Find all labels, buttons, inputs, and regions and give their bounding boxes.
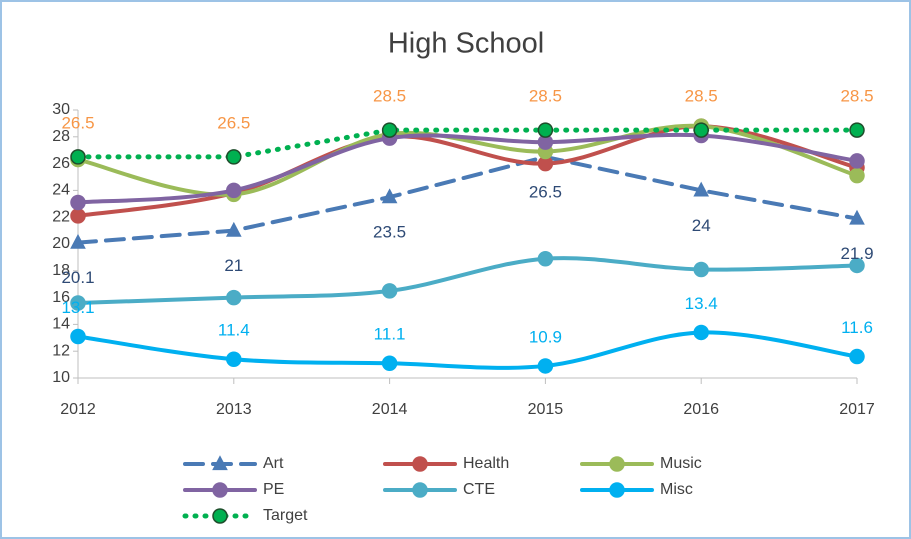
- series-line: [76, 330, 859, 370]
- data-label: 26.5: [217, 113, 250, 132]
- y-tick-label: 22: [52, 208, 70, 225]
- y-tick-label: 12: [52, 342, 70, 359]
- data-label: 24: [692, 216, 711, 235]
- y-tick-label: 30: [52, 101, 70, 118]
- y-tick-label: 20: [52, 235, 70, 252]
- marker: [226, 149, 242, 165]
- data-label: 11.4: [218, 321, 250, 340]
- marker: [381, 188, 398, 204]
- marker: [70, 295, 86, 311]
- data-label: 13.4: [685, 294, 718, 313]
- marker: [70, 233, 86, 249]
- legend-label: Health: [463, 455, 509, 472]
- legend-label: Target: [263, 507, 308, 524]
- y-tick-label: 28: [52, 128, 70, 145]
- marker: [849, 209, 865, 225]
- legend-marker: [412, 482, 428, 498]
- data-label: 28.5: [529, 87, 562, 106]
- marker: [226, 351, 242, 367]
- data-label: 21: [224, 256, 243, 275]
- marker: [849, 257, 865, 274]
- marker: [226, 289, 242, 306]
- x-tick-label: 2012: [60, 401, 96, 418]
- y-tick-label: 24: [52, 182, 70, 199]
- legend-marker: [212, 455, 228, 471]
- marker: [537, 250, 554, 267]
- series-line: [76, 154, 859, 245]
- data-label: 10.9: [529, 327, 562, 346]
- marker: [70, 149, 86, 165]
- data-label: 26.5: [61, 113, 94, 132]
- marker: [381, 122, 398, 138]
- data-label: 28.5: [373, 87, 406, 106]
- legend-marker: [212, 482, 228, 498]
- data-label: 26.5: [529, 182, 562, 201]
- marker: [381, 355, 398, 372]
- legend-label: CTE: [463, 481, 495, 498]
- legend-label: Music: [660, 455, 702, 472]
- marker: [537, 358, 554, 374]
- y-tick-label: 18: [52, 262, 70, 279]
- marker: [381, 283, 398, 299]
- y-tick-label: 26: [52, 155, 70, 172]
- series-line: [76, 132, 859, 205]
- x-tick-label: 2015: [528, 401, 564, 418]
- marker: [693, 122, 709, 138]
- marker: [225, 221, 242, 237]
- marker: [226, 182, 242, 199]
- marker: [693, 261, 709, 278]
- data-label: 11.6: [841, 318, 873, 337]
- legend-marker: [412, 456, 428, 472]
- legend-marker: [609, 482, 625, 498]
- marker: [849, 153, 865, 169]
- marker: [693, 324, 709, 341]
- marker: [537, 122, 554, 138]
- legend-marker: [609, 456, 625, 472]
- x-tick-label: 2014: [372, 401, 408, 418]
- series-line: [75, 127, 860, 160]
- y-tick-label: 10: [52, 369, 70, 386]
- y-tick-label: 14: [52, 316, 70, 333]
- x-tick-label: 2016: [683, 401, 719, 418]
- marker: [849, 167, 865, 184]
- x-tick-label: 2013: [216, 401, 252, 418]
- data-label: 13.1: [61, 298, 94, 317]
- data-label: 21.9: [840, 244, 873, 263]
- legend-label: PE: [263, 481, 284, 498]
- data-label: 11.1: [374, 325, 406, 344]
- data-label: 28.5: [840, 87, 873, 106]
- marker: [849, 348, 865, 365]
- marker: [693, 181, 710, 197]
- y-tick-label: 16: [52, 289, 70, 306]
- legend-label: Art: [263, 455, 284, 472]
- chart-title: High School: [388, 28, 544, 60]
- data-label: 20.1: [61, 268, 94, 287]
- marker: [70, 208, 86, 224]
- marker: [70, 194, 86, 211]
- x-tick-label: 2017: [839, 401, 875, 418]
- data-label: 28.5: [685, 87, 718, 106]
- legend-label: Misc: [660, 481, 693, 498]
- marker: [70, 328, 86, 345]
- marker: [849, 122, 865, 138]
- data-label: 23.5: [373, 223, 406, 242]
- series-line: [76, 256, 859, 305]
- legend-marker: [212, 508, 228, 524]
